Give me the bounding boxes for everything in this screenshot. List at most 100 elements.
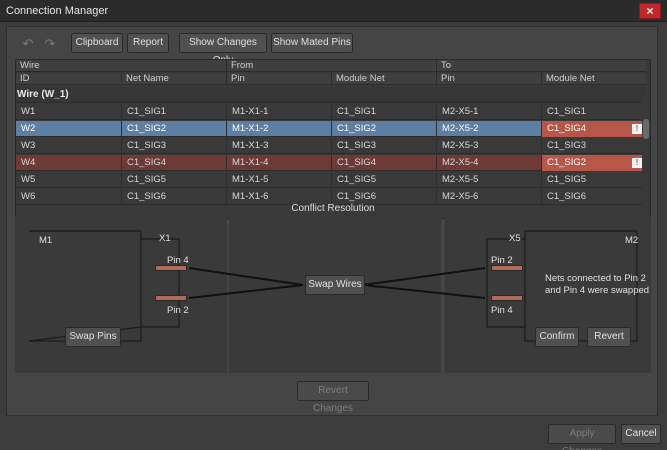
m1-module-outline bbox=[28, 230, 142, 342]
column-to-module-net[interactable]: Module Net bbox=[541, 73, 646, 85]
table-row[interactable]: W5 C1_SIG5 M1-X1-5 C1_SIG5 M2-X5-5 C1_SIG5 bbox=[16, 172, 646, 188]
cell-to-pin: M2-X5-4 bbox=[436, 155, 541, 171]
x1-pin2-bar[interactable] bbox=[155, 295, 187, 301]
cell-to-pin: M2-X5-3 bbox=[436, 138, 541, 154]
cell-net-name: C1_SIG2 bbox=[121, 121, 226, 137]
cell-from-module-net: C1_SIG3 bbox=[331, 138, 436, 154]
wire-line-pin4-to-swap bbox=[188, 267, 304, 286]
column-net-name[interactable]: Net Name bbox=[121, 73, 226, 85]
cell-to-module-net: C1_SIG5 bbox=[541, 172, 646, 188]
header-wire: Wire bbox=[20, 60, 40, 71]
swap-note-text: Nets connected to Pin 2 and Pin 4 were s… bbox=[545, 273, 650, 296]
column-to-pin[interactable]: Pin bbox=[436, 73, 541, 85]
m2-label: M2 bbox=[625, 235, 639, 246]
header-from: From bbox=[226, 60, 436, 72]
to-module-panel bbox=[445, 217, 651, 373]
x1-pin4-bar[interactable] bbox=[155, 265, 187, 271]
cell-to-pin: M2-X5-2 bbox=[436, 121, 541, 137]
cell-to-module-net: C1_SIG4 bbox=[541, 121, 646, 137]
cell-from-module-net: C1_SIG4 bbox=[331, 155, 436, 171]
clipboard-button[interactable]: Clipboard bbox=[71, 33, 123, 53]
cell-id: W1 bbox=[21, 106, 36, 117]
x5-pin2-label: Pin 2 bbox=[491, 255, 513, 266]
conflict-diagram bbox=[28, 230, 638, 342]
x5-pin4-label: Pin 4 bbox=[491, 305, 513, 316]
header-to: To bbox=[436, 60, 646, 72]
swap-pins-button[interactable]: Swap Pins bbox=[65, 327, 121, 347]
vertical-scrollbar[interactable] bbox=[642, 97, 650, 218]
warning-icon: ! bbox=[632, 158, 642, 168]
column-from-module-net[interactable]: Module Net bbox=[331, 73, 436, 85]
cell-id: W6 bbox=[21, 191, 36, 202]
cell-id: W2 bbox=[21, 123, 36, 134]
cell-id: W5 bbox=[21, 174, 36, 185]
revert-changes-button[interactable]: Revert Changes bbox=[297, 381, 369, 414]
table-row[interactable]: W4 C1_SIG4 M1-X1-4 C1_SIG4 M2-X5-4 C1_SIG2! bbox=[16, 155, 646, 171]
cell-net-name: C1_SIG3 bbox=[121, 138, 226, 154]
show-mated-pins-button[interactable]: Show Mated Pins bbox=[271, 33, 353, 53]
cell-to-module-net: C1_SIG2 bbox=[541, 155, 646, 171]
cell-from-pin: M1-X1-2 bbox=[226, 121, 331, 137]
confirm-button[interactable]: Confirm bbox=[535, 327, 579, 347]
group-header-row: Wire From To bbox=[16, 60, 646, 72]
wire-panel bbox=[229, 217, 441, 373]
cell-to-pin: M2-X5-1 bbox=[436, 104, 541, 120]
cell-from-module-net: C1_SIG6 bbox=[331, 189, 436, 205]
cell-to-pin: M2-X5-6 bbox=[436, 189, 541, 205]
table-row[interactable]: W2 C1_SIG2 M1-X1-2 C1_SIG2 M2-X5-2 C1_SIG4! bbox=[16, 121, 646, 137]
cancel-button[interactable]: Cancel bbox=[621, 424, 661, 444]
m2-module-outline bbox=[524, 230, 638, 342]
table-row[interactable]: W3 C1_SIG3 M1-X1-3 C1_SIG3 M2-X5-3 C1_SIG3 bbox=[16, 138, 646, 154]
close-button[interactable]: × bbox=[639, 3, 661, 19]
cell-from-pin: M1-X1-1 bbox=[226, 104, 331, 120]
cell-from-pin: M1-X1-5 bbox=[226, 172, 331, 188]
x1-connector-outline bbox=[140, 238, 180, 328]
revert-button[interactable]: Revert bbox=[587, 327, 631, 347]
toolbar: ↶ ↷ Clipboard Report Show Changes Only S… bbox=[15, 33, 651, 66]
column-from-pin[interactable]: Pin bbox=[226, 73, 331, 85]
wire-line-pin2-to-swap bbox=[188, 284, 304, 299]
x5-label: X5 bbox=[509, 233, 521, 244]
connection-grid: Wire From To ID Net Name Pin Module Net … bbox=[15, 59, 651, 219]
x1-label: X1 bbox=[159, 233, 171, 244]
cell-from-pin: M1-X1-6 bbox=[226, 189, 331, 205]
cell-net-name: C1_SIG1 bbox=[121, 104, 226, 120]
title-bar: Connection Manager × bbox=[0, 0, 667, 22]
cell-to-pin: M2-X5-5 bbox=[436, 172, 541, 188]
x1-pin2-label: Pin 2 bbox=[167, 305, 189, 316]
x5-connector-outline bbox=[486, 238, 526, 328]
apply-changes-button[interactable]: Apply Changes bbox=[548, 424, 616, 450]
cell-from-pin: M1-X1-3 bbox=[226, 138, 331, 154]
from-module-panel bbox=[15, 217, 227, 373]
m1-label: M1 bbox=[39, 235, 53, 246]
cell-id: W3 bbox=[21, 140, 36, 151]
wire-line-swap-to-pin4 bbox=[362, 284, 486, 299]
main-panel: ↶ ↷ Clipboard Report Show Changes Only S… bbox=[6, 26, 658, 416]
cell-from-module-net: C1_SIG2 bbox=[331, 121, 436, 137]
undo-icon[interactable]: ↶ bbox=[22, 36, 34, 51]
redo-icon[interactable]: ↷ bbox=[44, 36, 56, 51]
warning-icon: ! bbox=[632, 124, 642, 134]
column-header-row: ID Net Name Pin Module Net Pin Module Ne… bbox=[16, 73, 646, 85]
group-row-wire-w1[interactable]: Wire (W_1) bbox=[16, 87, 646, 103]
table-row[interactable]: W6 C1_SIG6 M1-X1-6 C1_SIG6 M2-X5-6 C1_SIG6 bbox=[16, 189, 646, 205]
conflict-resolution-area: M1 X1 Pin 4 Pin 2 Swap Pins Swap Wires X… bbox=[15, 217, 651, 373]
report-button[interactable]: Report bbox=[127, 33, 169, 53]
cell-to-module-net: C1_SIG3 bbox=[541, 138, 646, 154]
window-title: Connection Manager bbox=[6, 5, 109, 17]
cell-net-name: C1_SIG5 bbox=[121, 172, 226, 188]
swap-wires-button[interactable]: Swap Wires bbox=[305, 275, 365, 295]
x1-pin4-label: Pin 4 bbox=[167, 255, 189, 266]
cell-id: W4 bbox=[21, 157, 36, 168]
cell-to-module-net: C1_SIG6 bbox=[541, 189, 646, 205]
column-id[interactable]: ID bbox=[20, 73, 30, 84]
x5-pin4-bar[interactable] bbox=[491, 295, 523, 301]
cell-to-module-net: C1_SIG1 bbox=[541, 104, 646, 120]
cell-from-pin: M1-X1-4 bbox=[226, 155, 331, 171]
x5-pin2-bar[interactable] bbox=[491, 265, 523, 271]
show-changes-only-button[interactable]: Show Changes Only bbox=[179, 33, 267, 66]
cell-net-name: C1_SIG6 bbox=[121, 189, 226, 205]
scroll-thumb[interactable] bbox=[643, 119, 649, 139]
table-row[interactable]: W1 C1_SIG1 M1-X1-1 C1_SIG1 M2-X5-1 C1_SIG1 bbox=[16, 104, 646, 120]
cell-from-module-net: C1_SIG1 bbox=[331, 104, 436, 120]
